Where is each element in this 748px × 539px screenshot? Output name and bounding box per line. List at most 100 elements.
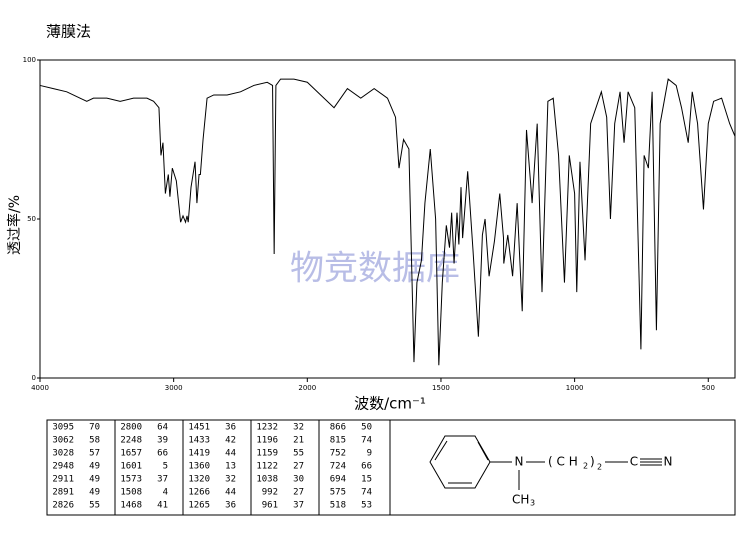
chain-sub: 2 [583, 462, 588, 471]
peak-transmittance: 49 [89, 475, 100, 485]
y-tick-label: 50 [27, 215, 36, 223]
peak-transmittance: 36 [225, 501, 236, 511]
peak-transmittance: 27 [293, 462, 304, 472]
peak-wavenumber: 1360 [188, 462, 210, 472]
peak-transmittance: 21 [293, 436, 304, 446]
peak-transmittance: 13 [225, 462, 236, 472]
peak-transmittance: 49 [89, 488, 100, 498]
peak-wavenumber: 1433 [188, 436, 210, 446]
peak-transmittance: 50 [361, 423, 372, 433]
y-tick-label: 100 [23, 56, 36, 64]
peak-transmittance: 66 [157, 449, 168, 459]
peak-transmittance: 30 [293, 475, 304, 485]
peak-transmittance: 27 [293, 488, 304, 498]
peak-wavenumber: 815 [330, 436, 346, 446]
peak-transmittance: 9 [367, 449, 372, 459]
peak-wavenumber: 866 [330, 423, 346, 433]
structure [429, 435, 662, 490]
peak-transmittance: 55 [293, 449, 304, 459]
peak-transmittance: 57 [89, 449, 100, 459]
peak-transmittance: 41 [157, 501, 168, 511]
atom: N [664, 455, 673, 469]
chain-sub: 2 [597, 463, 602, 472]
bond [477, 441, 489, 461]
peak-wavenumber: 1266 [188, 488, 210, 498]
peak-wavenumber: 2891 [52, 488, 74, 498]
y-tick-label: 0 [32, 374, 36, 382]
x-tick-label: 4000 [31, 384, 49, 392]
peak-wavenumber: 1232 [256, 423, 278, 433]
peak-transmittance: 42 [225, 436, 236, 446]
peak-transmittance: 32 [225, 475, 236, 485]
peak-transmittance: 5 [163, 462, 168, 472]
chain: ) [590, 455, 595, 469]
y-axis-label: 透过率/% [6, 195, 23, 255]
peak-transmittance: 39 [157, 436, 168, 446]
peak-wavenumber: 1468 [120, 501, 142, 511]
peak-wavenumber: 1122 [256, 462, 278, 472]
peak-wavenumber: 752 [330, 449, 346, 459]
atom: C [630, 455, 638, 469]
peak-transmittance: 74 [361, 436, 372, 446]
peak-transmittance: 44 [225, 488, 236, 498]
chain: ( C H [548, 455, 578, 469]
peak-wavenumber: 3062 [52, 436, 74, 446]
atom-sub: 3 [530, 499, 535, 508]
x-tick-label: 2000 [298, 384, 316, 392]
atom: N [515, 455, 524, 469]
peak-transmittance: 32 [293, 423, 304, 433]
peak-wavenumber: 2800 [120, 423, 142, 433]
peak-transmittance: 55 [89, 501, 100, 511]
peak-wavenumber: 1451 [188, 423, 210, 433]
table-frame [46, 419, 736, 516]
peak-transmittance: 53 [361, 501, 372, 511]
peak-wavenumber: 1508 [120, 488, 142, 498]
peak-wavenumber: 2948 [52, 462, 74, 472]
peak-wavenumber: 694 [330, 475, 346, 485]
peak-wavenumber: 518 [330, 501, 346, 511]
peak-wavenumber: 1320 [188, 475, 210, 485]
peak-wavenumber: 961 [262, 501, 278, 511]
peak-wavenumber: 992 [262, 488, 278, 498]
peak-wavenumber: 1601 [120, 462, 142, 472]
peak-wavenumber: 2826 [52, 501, 74, 511]
peak-wavenumber: 2911 [52, 475, 74, 485]
peak-transmittance: 64 [157, 423, 168, 433]
peak-wavenumber: 1265 [188, 501, 210, 511]
peak-transmittance: 4 [163, 488, 168, 498]
peak-wavenumber: 3095 [52, 423, 74, 433]
peak-wavenumber: 724 [330, 462, 346, 472]
spectrum-line [39, 78, 736, 366]
x-tick-label: 500 [702, 384, 715, 392]
benzene-ring [429, 435, 491, 489]
bond [434, 440, 448, 461]
plot-frame [39, 59, 736, 379]
peak-wavenumber: 1196 [256, 436, 278, 446]
peak-transmittance: 36 [225, 423, 236, 433]
peak-transmittance: 44 [225, 449, 236, 459]
peak-wavenumber: 1657 [120, 449, 142, 459]
peak-transmittance: 49 [89, 462, 100, 472]
chart-title: 薄膜法 [46, 23, 91, 41]
peak-transmittance: 58 [89, 436, 100, 446]
peak-transmittance: 70 [89, 423, 100, 433]
peak-wavenumber: 575 [330, 488, 346, 498]
peak-wavenumber: 1573 [120, 475, 142, 485]
peak-transmittance: 37 [157, 475, 168, 485]
peak-wavenumber: 1159 [256, 449, 278, 459]
peak-transmittance: 15 [361, 475, 372, 485]
peak-wavenumber: 3028 [52, 449, 74, 459]
watermark: 物竞数据库 [290, 249, 460, 289]
peak-wavenumber: 1419 [188, 449, 210, 459]
peak-transmittance: 74 [361, 488, 372, 498]
x-axis-label: 波数/cm⁻¹ [354, 395, 426, 413]
atom: CH [512, 493, 529, 507]
x-tick-label: 1000 [566, 384, 584, 392]
peak-transmittance: 37 [293, 501, 304, 511]
x-tick-label: 1500 [432, 384, 450, 392]
x-tick-label: 3000 [165, 384, 183, 392]
peak-wavenumber: 2248 [120, 436, 142, 446]
peak-transmittance: 66 [361, 462, 372, 472]
peak-wavenumber: 1038 [256, 475, 278, 485]
